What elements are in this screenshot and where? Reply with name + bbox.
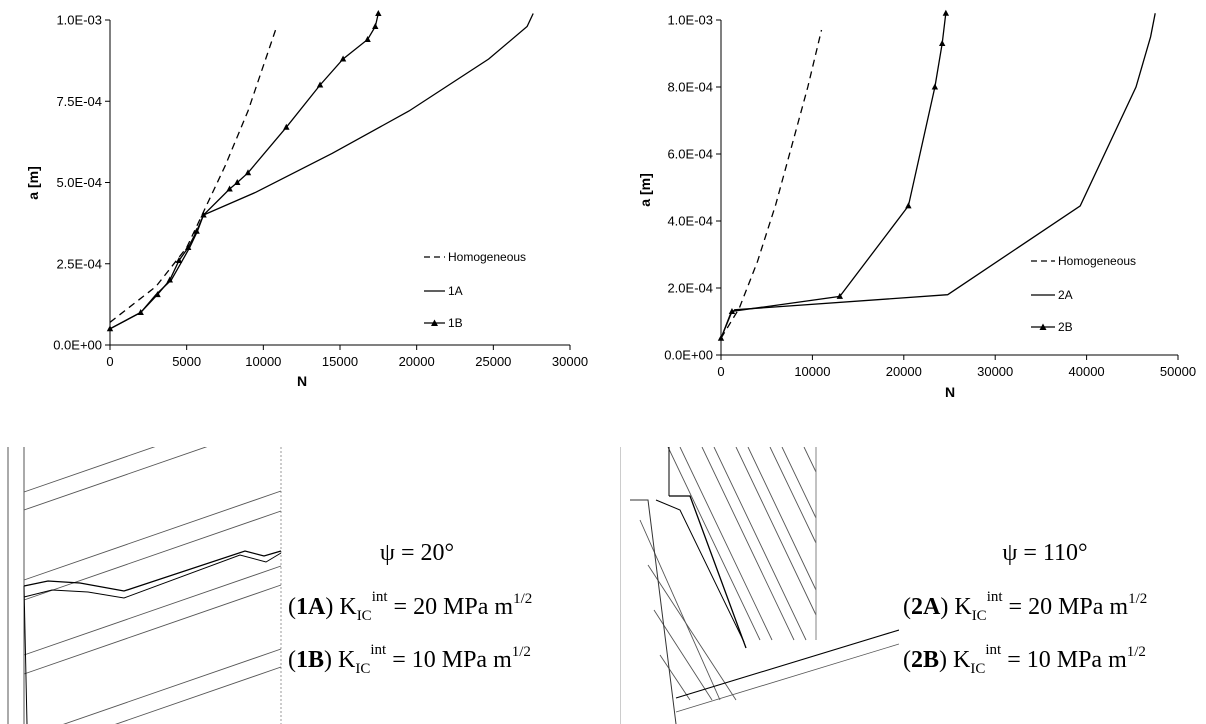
chart2-series-2b-point [836, 292, 844, 299]
chart2-series-2b-point [905, 202, 912, 209]
crack-growth-chart-1: 0 5000 10000 15000 20000 25000 30000 0.0E+00 2.5… [25, 10, 588, 389]
diagram2-crack-path-lower [655, 499, 745, 643]
chart1-y-tick-label: 5.0E-04 [56, 175, 102, 190]
diagram1-crack-path-lower [23, 552, 282, 599]
chart2-y-tick-label: 2.0E-04 [667, 281, 713, 296]
chart2-y-tick-label: 1.0E-03 [667, 13, 713, 28]
chart1-series-1b-point [375, 10, 382, 16]
chart1-series-1b-point [166, 276, 173, 283]
chart1-series-homogeneous-line [109, 29, 277, 323]
chart2-series-2b-point [931, 83, 939, 90]
chart1-x-tick-label: 15000 [322, 354, 358, 369]
caption-right-case-b: (2B) KICint = 10 MPa m1/2 [903, 642, 1146, 677]
chart2-x-tick-label: 0 [717, 364, 724, 379]
chart2-x-tick-label: 20000 [886, 364, 922, 379]
chart2-legend-label-2a: 2A [1058, 288, 1073, 302]
caption-left-case-b: (1B) KICint = 10 MPa m1/2 [288, 642, 531, 677]
chart1-series-1b-point [185, 244, 192, 250]
chart1-legend-label-homogeneous: Homogeneous [448, 250, 526, 264]
diagram1-fiber-layers [23, 447, 282, 724]
chart1-series-1b-point [200, 211, 207, 218]
diagram2-boundary-edge [675, 629, 899, 699]
chart1-series-1b-point [175, 257, 183, 263]
chart1-series-1b-line [109, 13, 379, 330]
chart1-legend: Homogeneous 1A 1B [424, 250, 526, 330]
chart2-legend-label-2b: 2B [1058, 320, 1073, 334]
chart1-y-axis-label: a [m] [25, 166, 41, 199]
chart1-series-1b-point [193, 227, 200, 234]
chart1-series-1b-point [283, 123, 290, 130]
chart1-x-tick-label: 20000 [399, 354, 435, 369]
chart2-series-2b-point [942, 9, 950, 16]
chart1-series-1b-point [316, 81, 324, 88]
chart2-y-tick-label: 8.0E-04 [667, 80, 713, 95]
chart2-x-tick-label: 40000 [1069, 364, 1105, 379]
chart1-x-tick-label: 5000 [172, 354, 201, 369]
chart1-series-1b-point [137, 309, 144, 315]
diagram2-specimen-outline [630, 499, 677, 724]
chart1-x-tick-label: 10000 [245, 354, 281, 369]
caption-right-psi: ψ = 110° [1002, 540, 1087, 566]
chart2-x-axis-label: N [945, 384, 955, 400]
diagram1-initial-notch [23, 585, 28, 724]
chart1-x-axis-label: N [297, 373, 307, 389]
caption-right-case-a: (2A) KICint = 20 MPa m1/2 [903, 589, 1147, 624]
chart1-legend-label-1b: 1B [448, 316, 463, 330]
caption-left-psi: ψ = 20° [380, 540, 454, 566]
crack-path-diagram-1 [7, 447, 282, 724]
chart2-series-2a-line [720, 13, 1156, 339]
chart1-x-tick-label: 25000 [475, 354, 511, 369]
chart2-x-tick-label: 10000 [794, 364, 830, 379]
chart1-series-1b-point [106, 325, 114, 332]
chart1-series-1a-line [109, 13, 534, 330]
chart1-x-tick-label: 30000 [552, 354, 588, 369]
chart1-series-1b-point [244, 169, 252, 176]
chart2-legend-marker-2b [1039, 323, 1047, 330]
diagram2-fiber-layers [639, 447, 817, 701]
chart2-x-tick-label: 50000 [1160, 364, 1196, 379]
chart1-series-1b-point [234, 179, 241, 185]
chart2-y-tick-label: 0.0E+00 [664, 348, 713, 363]
chart2-x-tick-label: 30000 [977, 364, 1013, 379]
chart2-y-tick-label: 6.0E-04 [667, 147, 713, 162]
crack-path-diagram-2 [620, 447, 899, 724]
chart1-legend-label-1a: 1A [448, 284, 463, 298]
chart1-series-1b-point [339, 55, 347, 62]
chart1-y-tick-label: 1.0E-03 [56, 13, 102, 28]
chart2-series-2b-point [938, 39, 946, 46]
diagram2-crack-path-upper [669, 495, 747, 649]
diagram1-crack-path-upper [23, 550, 282, 592]
chart2-legend: Homogeneous 2A 2B [1031, 254, 1136, 334]
chart1-legend-marker-1b [431, 319, 438, 326]
chart1-series-1b-point [154, 291, 161, 298]
chart1-series-1b-point [372, 23, 379, 29]
chart1-y-tick-label: 2.5E-04 [56, 256, 102, 271]
chart2-series-2b-point [728, 307, 736, 314]
diagram2-boundary-edge-inner [675, 643, 899, 713]
chart2-series-2b-point [717, 334, 725, 341]
chart1-series-1b-point [226, 185, 233, 192]
chart2-series-2b-line [720, 13, 947, 339]
caption-right: ψ = 110° (2A) KICint = 20 MPa m1/2 (2B) … [903, 540, 1147, 677]
crack-growth-chart-2: 0 10000 20000 30000 40000 50000 0.0E+00 2.0E-04… [637, 9, 1196, 400]
chart2-legend-label-homogeneous: Homogeneous [1058, 254, 1136, 268]
chart1-x-tick-label: 0 [106, 354, 113, 369]
chart1-y-tick-label: 7.5E-04 [56, 94, 102, 109]
chart2-y-axis-label: a [m] [637, 173, 653, 206]
chart2-series-homogeneous-line [720, 29, 823, 339]
chart1-y-tick-label: 0.0E+00 [53, 338, 102, 353]
chart1-series-1b-point [364, 36, 371, 42]
chart2-y-tick-label: 4.0E-04 [667, 214, 713, 229]
caption-left-case-a: (1A) KICint = 20 MPa m1/2 [288, 589, 532, 624]
caption-left: ψ = 20° (1A) KICint = 20 MPa m1/2 (1B) K… [288, 540, 532, 677]
